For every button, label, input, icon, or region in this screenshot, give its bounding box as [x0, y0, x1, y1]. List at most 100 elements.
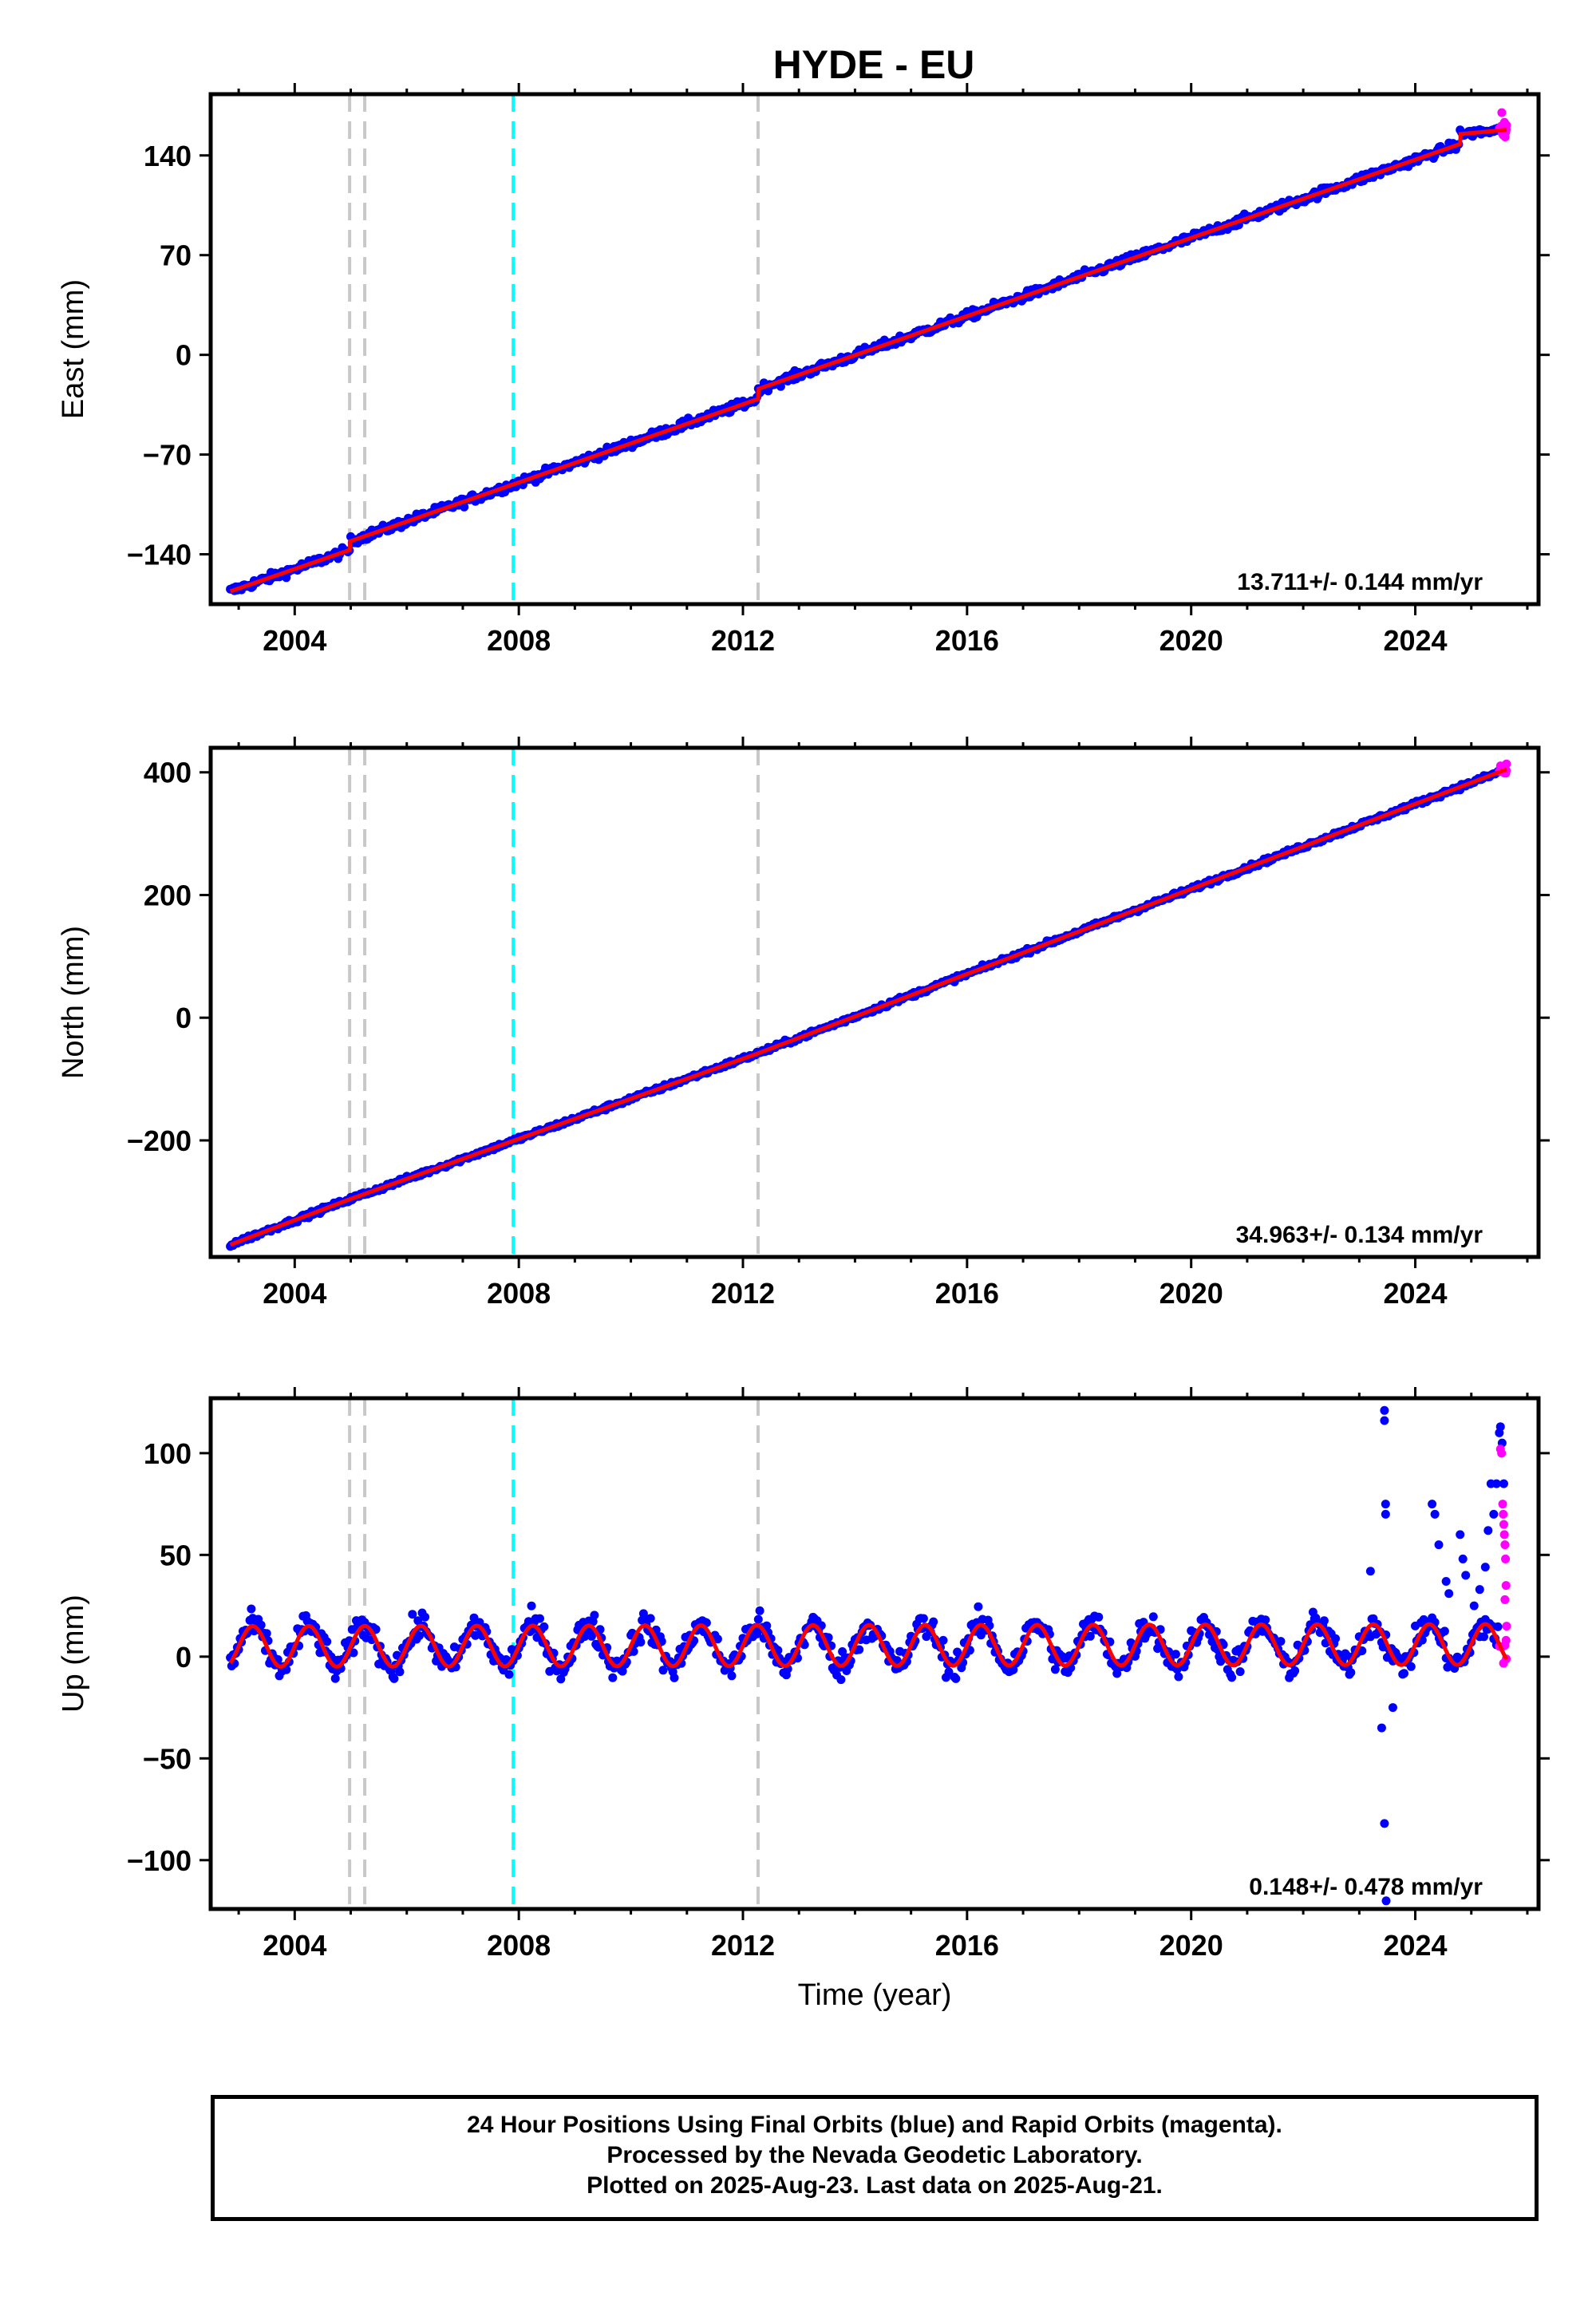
up-outlier-point: [1365, 1567, 1375, 1576]
up-final-point: [918, 1614, 928, 1623]
up-final-point: [1050, 1665, 1060, 1674]
up-final-point: [262, 1629, 271, 1638]
up-final-point: [618, 1666, 627, 1676]
up-final-point: [1148, 1612, 1158, 1622]
up-x-tick-label: 2004: [263, 1929, 326, 1962]
east-y-tick-label: −70: [143, 439, 192, 472]
up-outlier-point: [1499, 1479, 1508, 1488]
up-rapid-point: [1498, 1500, 1507, 1509]
up-final-point: [974, 1602, 983, 1611]
up-final-point: [1085, 1631, 1095, 1641]
up-final-point: [727, 1671, 737, 1681]
north-x-tick-label: 2020: [1159, 1277, 1223, 1310]
up-rapid-point: [1499, 1530, 1509, 1539]
east-x-tick-label: 2020: [1159, 624, 1223, 657]
east-y-tick-label: 0: [176, 339, 192, 372]
up-outlier-point: [1380, 1416, 1389, 1425]
up-final-point: [953, 1647, 962, 1657]
up-x-tick-label: 2016: [935, 1929, 999, 1962]
up-final-point: [636, 1638, 646, 1647]
up-final-point: [1009, 1665, 1018, 1674]
up-rapid-point: [1501, 1635, 1511, 1645]
footer-info-box: 24 Hour Positions Using Final Orbits (bl…: [211, 2095, 1539, 2221]
east-data-layer: [226, 94, 1511, 604]
up-final-point: [504, 1670, 514, 1679]
up-final-point: [755, 1606, 764, 1615]
up-final-point: [1112, 1669, 1122, 1678]
up-final-point: [658, 1666, 668, 1675]
up-x-tick-label: 2020: [1159, 1929, 1223, 1962]
east-x-tick-label: 2004: [263, 624, 326, 657]
up-final-point: [938, 1635, 948, 1645]
up-final-point: [1235, 1667, 1245, 1677]
up-final-point: [1227, 1673, 1237, 1682]
east-rate-label: 13.711+/- 0.144 mm/yr: [1237, 569, 1483, 595]
up-final-point: [322, 1637, 332, 1646]
up-rate-label: 0.148+/- 0.478 mm/yr: [1249, 1874, 1483, 1900]
up-final-point: [1440, 1626, 1449, 1636]
up-x-tick-label: 2024: [1383, 1929, 1447, 1962]
footer-line-orbits: 24 Hour Positions Using Final Orbits (bl…: [467, 2112, 1282, 2138]
up-final-point: [395, 1667, 405, 1677]
north-x-tick-label: 2024: [1383, 1277, 1447, 1310]
up-outlier-point: [1444, 1589, 1454, 1599]
up-final-point: [389, 1674, 399, 1683]
up-outlier-point: [1469, 1601, 1479, 1611]
up-final-point: [836, 1675, 846, 1685]
north-y-axis-label: North (mm): [57, 926, 90, 1079]
up-x-tick-label: 2008: [487, 1929, 551, 1962]
north-x-tick-label: 2008: [487, 1277, 551, 1310]
east-x-tick-label: 2016: [935, 624, 999, 657]
up-final-point: [421, 1612, 430, 1622]
up-rapid-point: [1502, 1622, 1511, 1631]
north-rate-label: 34.963+/- 0.134 mm/yr: [1236, 1222, 1483, 1248]
up-final-point: [539, 1622, 549, 1631]
up-final-point: [1331, 1634, 1340, 1643]
up-final-point: [256, 1620, 266, 1630]
up-final-point: [762, 1621, 772, 1630]
up-final-point: [1171, 1650, 1180, 1659]
up-rapid-point: [1501, 1581, 1511, 1591]
up-final-point: [349, 1648, 358, 1658]
up-x-axis-label: Time (year): [798, 1978, 952, 2012]
up-outlier-point: [1480, 1563, 1490, 1572]
up-final-point: [670, 1673, 679, 1682]
north-y-tick-label: 400: [144, 757, 192, 789]
north-x-tick-label: 2016: [935, 1277, 999, 1310]
up-final-point: [415, 1631, 424, 1641]
up-final-point: [753, 1614, 763, 1624]
up-final-point: [1094, 1612, 1104, 1622]
up-outlier-point: [1475, 1585, 1484, 1595]
up-outlier-point: [1461, 1571, 1471, 1580]
up-final-point: [556, 1674, 566, 1684]
east-x-tick-label: 2012: [711, 624, 775, 657]
up-final-point: [535, 1614, 544, 1623]
up-outlier-point: [1495, 1422, 1505, 1432]
up-final-point: [951, 1674, 961, 1683]
north-plot-frame: [208, 745, 1541, 1259]
east-y-tick-label: 70: [160, 239, 192, 272]
up-final-point: [590, 1611, 599, 1620]
up-outlier-point: [1434, 1540, 1444, 1550]
up-outlier-point: [1458, 1554, 1468, 1563]
up-rapid-point: [1499, 1520, 1508, 1529]
up-final-point: [527, 1601, 536, 1611]
up-y-tick-label: 50: [160, 1539, 192, 1571]
up-final-point: [1174, 1672, 1183, 1682]
up-rapid-point: [1497, 1448, 1507, 1458]
up-outlier-point: [1456, 1530, 1465, 1539]
east-x-tick-label: 2008: [487, 624, 551, 657]
up-final-point: [646, 1614, 655, 1623]
east-y-tick-label: −140: [127, 539, 192, 571]
up-y-tick-label: 0: [176, 1641, 192, 1674]
east-y-axis-label: East (mm): [57, 279, 90, 419]
up-panel: 2004 2008 2012 2016 2020 2024 −100 −50 0 50 100 Up …: [57, 1387, 1550, 2012]
north-x-tick-label: 2004: [263, 1277, 326, 1310]
up-final-point: [1276, 1637, 1286, 1646]
up-y-tick-label: 100: [144, 1437, 192, 1470]
up-outlier-point: [1489, 1509, 1499, 1519]
up-rapid-point: [1501, 1554, 1511, 1563]
up-outlier-point: [1380, 1405, 1389, 1415]
north-y-tick-label: 0: [176, 1002, 192, 1034]
